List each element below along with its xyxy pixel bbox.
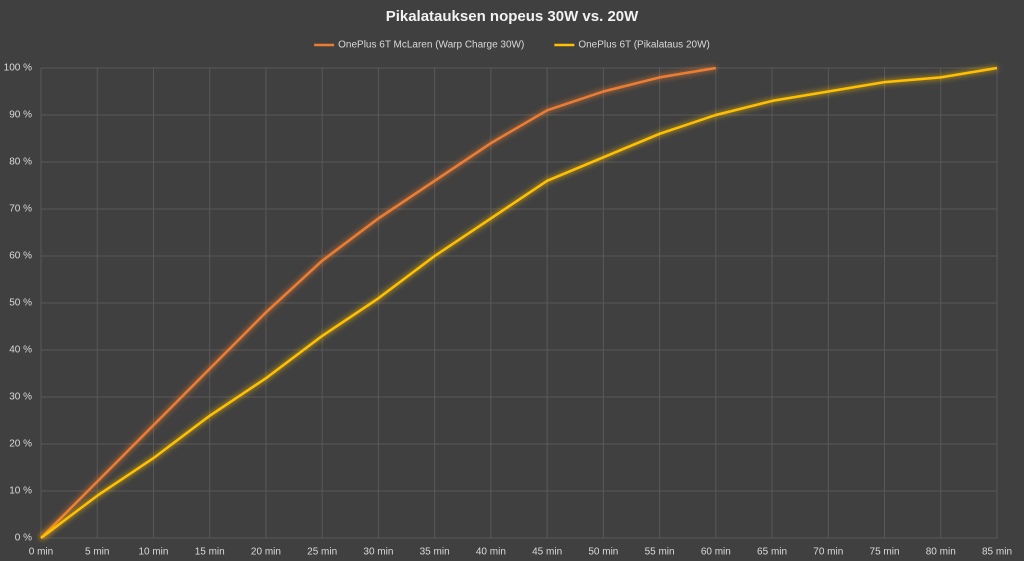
y-tick-label: 50 %	[9, 298, 32, 309]
x-tick-label: 55 min	[645, 547, 675, 558]
legend-label: OnePlus 6T (Pikalataus 20W)	[578, 40, 710, 51]
y-tick-label: 10 %	[9, 486, 32, 497]
x-tick-label: 35 min	[420, 547, 450, 558]
x-tick-label: 30 min	[363, 547, 393, 558]
y-tick-label: 30 %	[9, 392, 32, 403]
x-tick-label: 70 min	[813, 547, 843, 558]
x-tick-label: 40 min	[476, 547, 506, 558]
x-tick-label: 15 min	[195, 547, 225, 558]
series-line	[40, 66, 717, 539]
legend: OnePlus 6T McLaren (Warp Charge 30W) OneP…	[314, 40, 710, 51]
x-tick-label: 85 min	[982, 547, 1012, 558]
y-tick-label: 60 %	[9, 251, 32, 262]
legend-label: OnePlus 6T McLaren (Warp Charge 30W)	[338, 40, 524, 51]
y-tick-label: 40 %	[9, 345, 32, 356]
x-tick-label: 60 min	[701, 547, 731, 558]
x-tick-label: 5 min	[85, 547, 109, 558]
y-tick-label: 20 %	[9, 439, 32, 450]
x-tick-label: 80 min	[926, 547, 956, 558]
x-tick-label: 10 min	[138, 547, 168, 558]
y-tick-label: 70 %	[9, 204, 32, 215]
x-tick-label: 50 min	[588, 547, 618, 558]
y-tick-label: 90 %	[9, 110, 32, 121]
x-tick-label: 25 min	[307, 547, 337, 558]
x-tick-label: 20 min	[251, 547, 281, 558]
x-tick-label: 0 min	[29, 547, 53, 558]
y-tick-label: 0 %	[15, 533, 32, 544]
series-line	[40, 66, 998, 539]
y-tick-label: 100 %	[4, 63, 32, 74]
chart-title: Pikalatauksen nopeus 30W vs. 20W	[386, 8, 639, 25]
y-tick-label: 80 %	[9, 157, 32, 168]
x-tick-label: 45 min	[532, 547, 562, 558]
x-tick-label: 75 min	[870, 547, 900, 558]
x-tick-label: 65 min	[757, 547, 787, 558]
